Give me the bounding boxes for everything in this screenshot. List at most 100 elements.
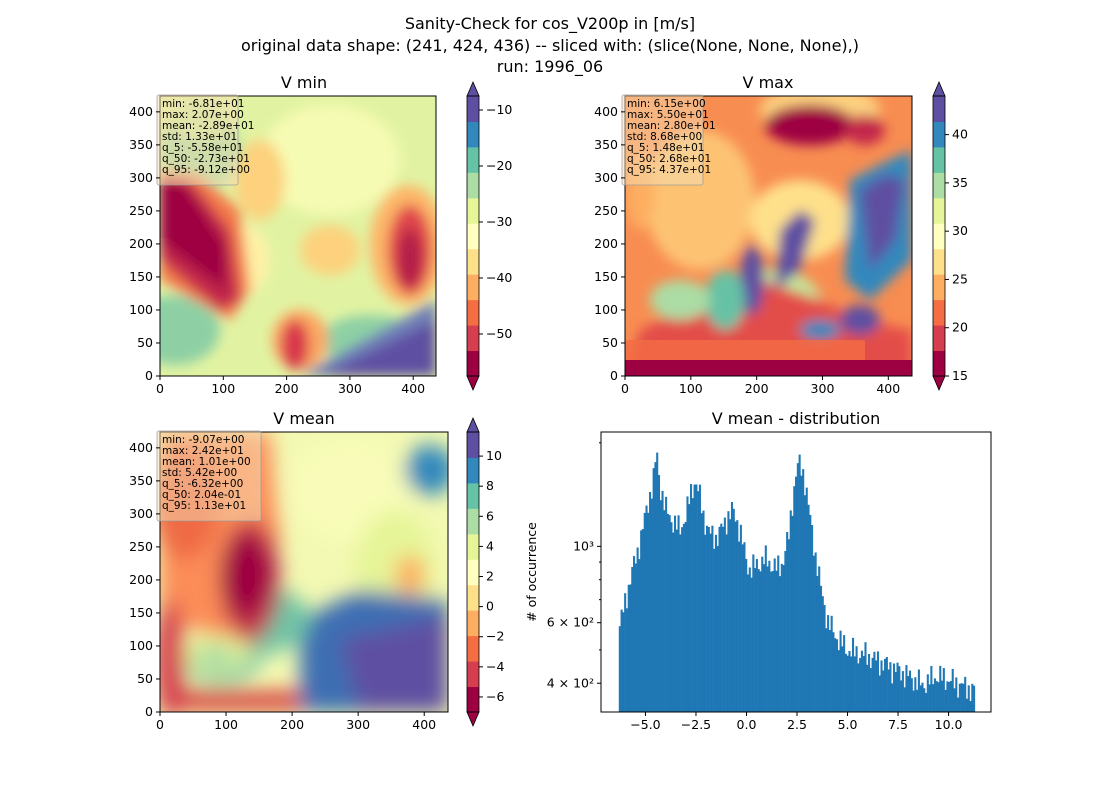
histogram-bar: [957, 697, 960, 712]
histogram-bar: [686, 496, 689, 712]
histogram-bar: [752, 554, 755, 712]
histogram-bar: [668, 515, 671, 712]
histogram-bar: [766, 566, 769, 712]
x-tick-label: 0: [156, 717, 164, 732]
colorbar-frame: [466, 95, 480, 377]
histogram-bar: [882, 670, 885, 712]
histogram-bar: [663, 510, 666, 712]
histogram-bar: [876, 651, 880, 712]
stat-line: q_95: 4.37e+01: [627, 164, 711, 176]
histogram-bar: [706, 525, 709, 712]
histogram-bar: [761, 556, 764, 712]
histogram-bar: [732, 508, 735, 712]
histogram-bar: [656, 452, 659, 712]
histogram-bar: [891, 683, 894, 712]
y-tick-label: 200: [129, 236, 153, 251]
histogram-bar: [650, 498, 653, 712]
histogram-bar: [912, 690, 915, 712]
histogram-bar: [955, 677, 958, 712]
histogram-bar: [844, 653, 847, 712]
histogram-bar: [967, 685, 970, 712]
y-tick-label: 400: [129, 440, 153, 455]
histogram-bar: [773, 558, 776, 712]
histogram-bar: [796, 463, 799, 712]
histogram-bar: [666, 513, 669, 712]
histogram-bar: [633, 556, 636, 712]
histogram-bar: [894, 672, 897, 712]
colorbar-frame: [466, 431, 480, 713]
axes: 0 100 200 300 400 0 50 100 150 200 250 300 350 400: [129, 440, 436, 732]
panel-title: V max: [743, 73, 794, 92]
colorbar-tick-label: −6: [486, 689, 504, 704]
histogram-bar: [941, 680, 944, 712]
x-tick-label: 100: [214, 717, 238, 732]
histogram-bar: [657, 475, 661, 712]
y-tick-label: 100: [129, 302, 153, 317]
histogram-bar: [828, 630, 831, 712]
histogram-bar: [698, 484, 701, 712]
histogram-bar: [739, 524, 742, 712]
histogram-bar: [868, 653, 871, 712]
histogram-bar: [620, 609, 623, 712]
histogram-bar: [652, 468, 655, 712]
colorbar-segment: [467, 121, 479, 148]
histogram-bar: [832, 632, 835, 712]
colorbar-tick-label: −40: [486, 270, 512, 285]
histogram-bar: [743, 542, 746, 712]
histogram-bar: [880, 660, 883, 712]
stat-line: min: -6.81e+01: [162, 98, 244, 110]
histogram-bar: [762, 564, 766, 712]
histogram-bar: [935, 681, 938, 712]
stat-line: std: 5.42e+00: [162, 467, 237, 479]
histogram-bar: [853, 656, 856, 712]
y-tick-label: 150: [594, 269, 618, 284]
histogram-bar: [720, 523, 723, 712]
colorbar-tick-label: −30: [486, 214, 512, 229]
axes: −5.0 −2.5 0.0 2.5 5.0 7.5 10.0 4 × 10² 6 × 10² 10…: [547, 442, 963, 732]
colorbar-tick-label: 2: [486, 569, 494, 584]
histogram-bar: [869, 668, 872, 712]
y-tick-label: 350: [129, 137, 153, 152]
colorbar-segment: [467, 661, 479, 688]
histogram-bar: [665, 496, 668, 712]
histogram-bar: [944, 689, 947, 712]
histogram-bar: [857, 663, 860, 712]
histogram-bar: [846, 655, 849, 712]
figure-title-line-3: run: 1996_06: [497, 57, 603, 77]
y-tick-label: 50: [602, 335, 618, 350]
histogram-bar: [946, 681, 949, 712]
colorbar-frame: [932, 95, 946, 377]
y-tick-label: 250: [129, 539, 153, 554]
colorbar-tick-label: 40: [952, 127, 968, 142]
colorbar-segment: [933, 146, 945, 173]
y-tick-label: 250: [594, 203, 618, 218]
histogram-bar: [964, 676, 967, 712]
x-tick-label: 7.5: [888, 717, 908, 732]
histogram-bar: [802, 469, 805, 712]
histogram-bar: [839, 630, 842, 712]
y-tick-label: 300: [129, 170, 153, 185]
histogram-bar: [787, 539, 790, 712]
histogram-bar: [823, 605, 826, 712]
histogram-bar: [905, 665, 908, 712]
histogram-bar: [811, 525, 814, 712]
histogram-bar: [688, 504, 691, 712]
histogram-bar: [921, 682, 924, 712]
figure-title-line-2: original data shape: (241, 424, 436) -- …: [241, 36, 859, 55]
histogram-bar: [786, 531, 789, 712]
colorbar-tick-label: 20: [952, 320, 968, 335]
x-tick-label: 300: [811, 381, 835, 396]
histogram-bar: [745, 558, 748, 712]
histogram-bar: [695, 484, 698, 712]
histogram-bar: [843, 635, 846, 712]
y-tick-label: 300: [129, 506, 153, 521]
histogram-bar: [873, 651, 876, 712]
histogram-bar: [746, 574, 750, 712]
histogram-bar: [634, 563, 637, 712]
histogram-bar: [738, 541, 741, 712]
histogram-bar: [700, 513, 703, 712]
histogram-bar: [835, 639, 839, 712]
histogram-bar: [775, 570, 778, 712]
colorbar-segment: [467, 686, 479, 713]
histogram-bar: [969, 701, 972, 712]
